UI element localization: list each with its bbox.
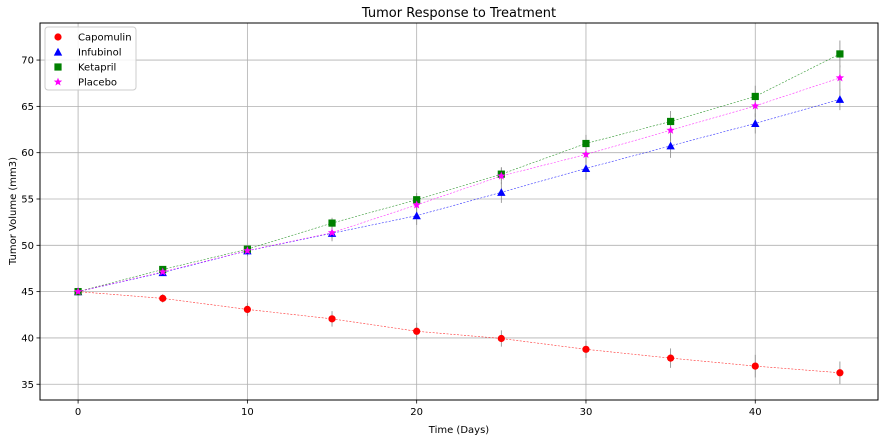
legend-label-infubinol: Infubinol — [78, 48, 122, 59]
series-line-placebo — [78, 77, 841, 292]
data-point-capomulin — [582, 345, 590, 353]
y-tick-label: 70 — [21, 56, 34, 67]
data-point-infubinol — [666, 141, 675, 150]
x-tick-label: 10 — [241, 407, 254, 418]
x-tick-label: 30 — [580, 407, 593, 418]
y-axis-ticks: 35 40 45 50 55 60 65 70 — [21, 56, 40, 391]
x-tick-label: 0 — [75, 407, 81, 418]
data-point-ketapril — [413, 196, 421, 204]
data-point-placebo — [581, 150, 591, 158]
legend-label-placebo: Placebo — [78, 78, 117, 89]
data-point-placebo — [327, 228, 337, 237]
x-axis-label: Time (Days) — [428, 425, 490, 436]
plot-frame — [39, 22, 879, 401]
series-line-ketapril — [78, 53, 841, 292]
series-lines — [78, 53, 841, 374]
legend-marker-infubinol — [53, 47, 63, 56]
data-point-capomulin — [413, 327, 421, 335]
legend-marker-capomulin — [54, 33, 62, 41]
x-tick-label: 20 — [410, 407, 423, 418]
legend-label-ketapril: Ketapril — [78, 63, 116, 74]
chart-title: Tumor Response to Treatment — [361, 6, 556, 21]
data-point-capomulin — [497, 334, 505, 343]
series-line-capomulin — [78, 291, 840, 374]
y-tick-label: 50 — [21, 241, 34, 252]
data-point-capomulin — [667, 354, 675, 362]
y-tick-label: 35 — [21, 380, 34, 391]
data-point-capomulin — [159, 294, 167, 302]
data-point-placebo — [666, 125, 675, 134]
data-point-placebo — [412, 200, 421, 209]
legend-box — [44, 26, 137, 91]
data-point-capomulin — [751, 362, 759, 370]
data-point-placebo — [158, 267, 167, 276]
data-point-placebo — [73, 287, 83, 296]
data-point-infubinol — [835, 95, 845, 103]
y-tick-label: 65 — [21, 102, 34, 113]
x-tick-label: 40 — [749, 407, 762, 418]
y-tick-label: 40 — [21, 333, 34, 344]
data-point-ketapril — [836, 50, 844, 58]
data-point-placebo — [497, 171, 506, 180]
data-markers — [73, 50, 845, 377]
y-tick-label: 45 — [21, 287, 34, 298]
legend: Capomulin Infubinol Ketapril Placebo — [44, 26, 137, 91]
data-point-infubinol — [581, 164, 591, 172]
legend-label-capomulin: Capomulin — [78, 33, 132, 44]
data-point-ketapril — [328, 219, 336, 227]
data-point-infubinol — [497, 188, 506, 196]
y-tick-label: 55 — [21, 194, 34, 205]
legend-marker-placebo — [53, 77, 63, 86]
y-axis-label: Tumor Volume (mm3) — [8, 157, 19, 266]
series-line-infubinol — [78, 99, 840, 292]
data-point-ketapril — [667, 117, 675, 126]
data-point-ketapril — [582, 139, 590, 148]
y-tick-label: 60 — [21, 148, 34, 159]
data-point-capomulin — [243, 305, 251, 314]
data-point-infubinol — [412, 211, 421, 220]
data-point-placebo — [751, 101, 760, 110]
x-axis-ticks: 0 10 20 30 40 — [75, 400, 762, 418]
data-point-capomulin — [836, 369, 844, 377]
data-point-placebo — [243, 246, 252, 255]
data-point-placebo — [835, 73, 845, 82]
data-point-infubinol — [751, 119, 760, 127]
data-point-ketapril — [751, 92, 759, 101]
data-point-capomulin — [328, 315, 336, 323]
legend-marker-ketapril — [54, 63, 62, 71]
